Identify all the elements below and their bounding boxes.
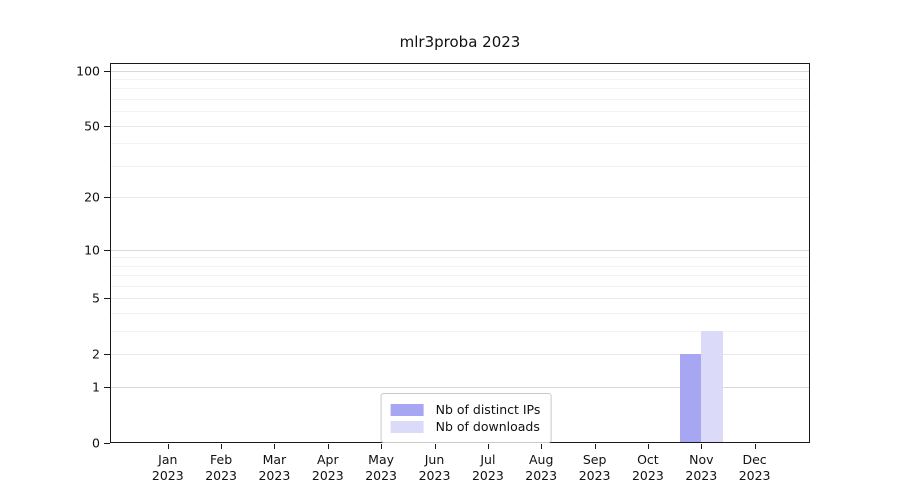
y-tick-mark: [104, 298, 110, 300]
x-tick-mark: [167, 444, 169, 449]
gridline: [111, 265, 809, 267]
x-tick-label: Aug 2023: [525, 452, 557, 484]
x-tick-month: Jul: [480, 452, 496, 467]
x-tick-mark: [381, 444, 383, 449]
x-tick-mark: [327, 444, 329, 449]
gridline: [111, 99, 809, 101]
legend-swatch-distinct-ips: [390, 403, 424, 416]
x-tick-label: Dec 2023: [739, 452, 771, 484]
gridline: [111, 125, 809, 127]
y-tick-mark: [104, 70, 110, 72]
x-tick-year: 2023: [365, 468, 397, 483]
gridline: [111, 88, 809, 90]
x-tick-mark: [434, 444, 436, 449]
y-tick-label: 10: [84, 242, 100, 257]
y-tick-label: 100: [76, 63, 100, 79]
x-tick-label: Jun 2023: [419, 452, 451, 484]
y-tick-label: 2: [92, 346, 100, 362]
x-tick-mark: [701, 444, 703, 449]
x-tick-year: 2023: [418, 468, 451, 483]
y-tick-mark: [104, 354, 110, 356]
x-tick-mark: [541, 444, 543, 449]
x-tick-month: Dec: [742, 452, 767, 467]
x-tick-year: 2023: [311, 468, 344, 483]
x-tick-label: May 2023: [365, 452, 397, 484]
x-tick-mark: [487, 444, 489, 449]
gridline: [111, 197, 809, 199]
x-tick-year: 2023: [578, 468, 611, 483]
y-tick-label: 20: [84, 189, 100, 205]
x-tick-label: Feb 2023: [205, 452, 237, 484]
y-tick-mark: [104, 125, 110, 127]
x-tick-month: May: [368, 452, 395, 467]
y-tick-label: 1: [92, 379, 100, 395]
x-tick-mark: [754, 444, 756, 449]
x-tick-month: Jun: [424, 452, 445, 467]
x-tick-year: 2023: [151, 468, 184, 483]
x-tick-label: Jul 2023: [472, 452, 504, 484]
x-tick-month: Sep: [582, 452, 607, 467]
gridline: [111, 257, 809, 259]
gridline: [111, 249, 809, 251]
x-tick-mark: [274, 444, 276, 449]
x-tick-month: Jan: [158, 452, 178, 467]
x-tick-label: Mar 2023: [258, 452, 290, 484]
x-tick-label: Jan 2023: [152, 452, 184, 484]
legend-item-distinct-ips: Nb of distinct IPs: [390, 401, 541, 418]
x-tick-year: 2023: [525, 468, 558, 483]
y-tick-mark: [104, 387, 110, 389]
x-tick-year: 2023: [471, 468, 504, 483]
y-tick-mark: [104, 249, 110, 251]
gridline: [111, 331, 809, 333]
gridline: [111, 313, 809, 315]
x-tick-label: Apr 2023: [312, 452, 344, 484]
bar-distinct-ips: [680, 354, 702, 442]
gridline: [111, 70, 809, 72]
chart-title: mlr3proba 2023: [399, 33, 521, 51]
y-tick-mark: [104, 443, 110, 444]
gridline: [111, 165, 809, 167]
x-tick-month: Apr: [316, 452, 339, 467]
x-tick-month: Nov: [689, 452, 714, 467]
gridline: [111, 286, 809, 287]
x-tick-month: Feb: [210, 452, 233, 467]
gridline: [111, 143, 809, 145]
y-tick-mark: [104, 197, 110, 199]
y-tick-label: 50: [84, 118, 100, 134]
x-tick-month: Oct: [637, 452, 659, 467]
x-tick-year: 2023: [685, 468, 718, 483]
x-tick-month: Mar: [262, 452, 287, 467]
x-tick-mark: [647, 444, 649, 449]
bar-downloads: [701, 331, 723, 442]
x-tick-label: Nov 2023: [685, 452, 717, 484]
x-tick-month: Aug: [528, 452, 554, 467]
x-axis: Jan 2023 Feb 2023 Mar 2023 Apr 2023 May 2023 Jun 20…: [110, 443, 810, 500]
gridline: [111, 387, 809, 389]
y-tick-label: 5: [92, 290, 100, 306]
y-tick-label: 0: [92, 435, 100, 451]
x-tick-year: 2023: [258, 468, 291, 483]
legend-item-downloads: Nb of downloads: [390, 418, 541, 435]
x-tick-label: Oct 2023: [632, 452, 664, 484]
gridline: [111, 354, 809, 356]
gridline: [111, 275, 809, 277]
gridline: [111, 111, 809, 113]
x-tick-year: 2023: [631, 468, 664, 483]
gridline: [111, 79, 809, 80]
y-axis: 0 1 2 5 10 20 50 100: [0, 63, 110, 451]
x-tick-mark: [221, 444, 223, 449]
x-tick-year: 2023: [205, 468, 237, 483]
legend: Nb of distinct IPs Nb of downloads: [380, 393, 552, 443]
x-tick-label: Sep 2023: [579, 452, 611, 484]
x-tick-year: 2023: [738, 468, 771, 483]
plot-area: Nb of distinct IPs Nb of downloads: [110, 63, 810, 443]
x-tick-mark: [594, 444, 596, 449]
legend-label-downloads: Nb of downloads: [435, 419, 540, 434]
legend-label-distinct-ips: Nb of distinct IPs: [435, 402, 541, 417]
legend-swatch-downloads: [390, 420, 424, 433]
gridline: [111, 298, 809, 300]
